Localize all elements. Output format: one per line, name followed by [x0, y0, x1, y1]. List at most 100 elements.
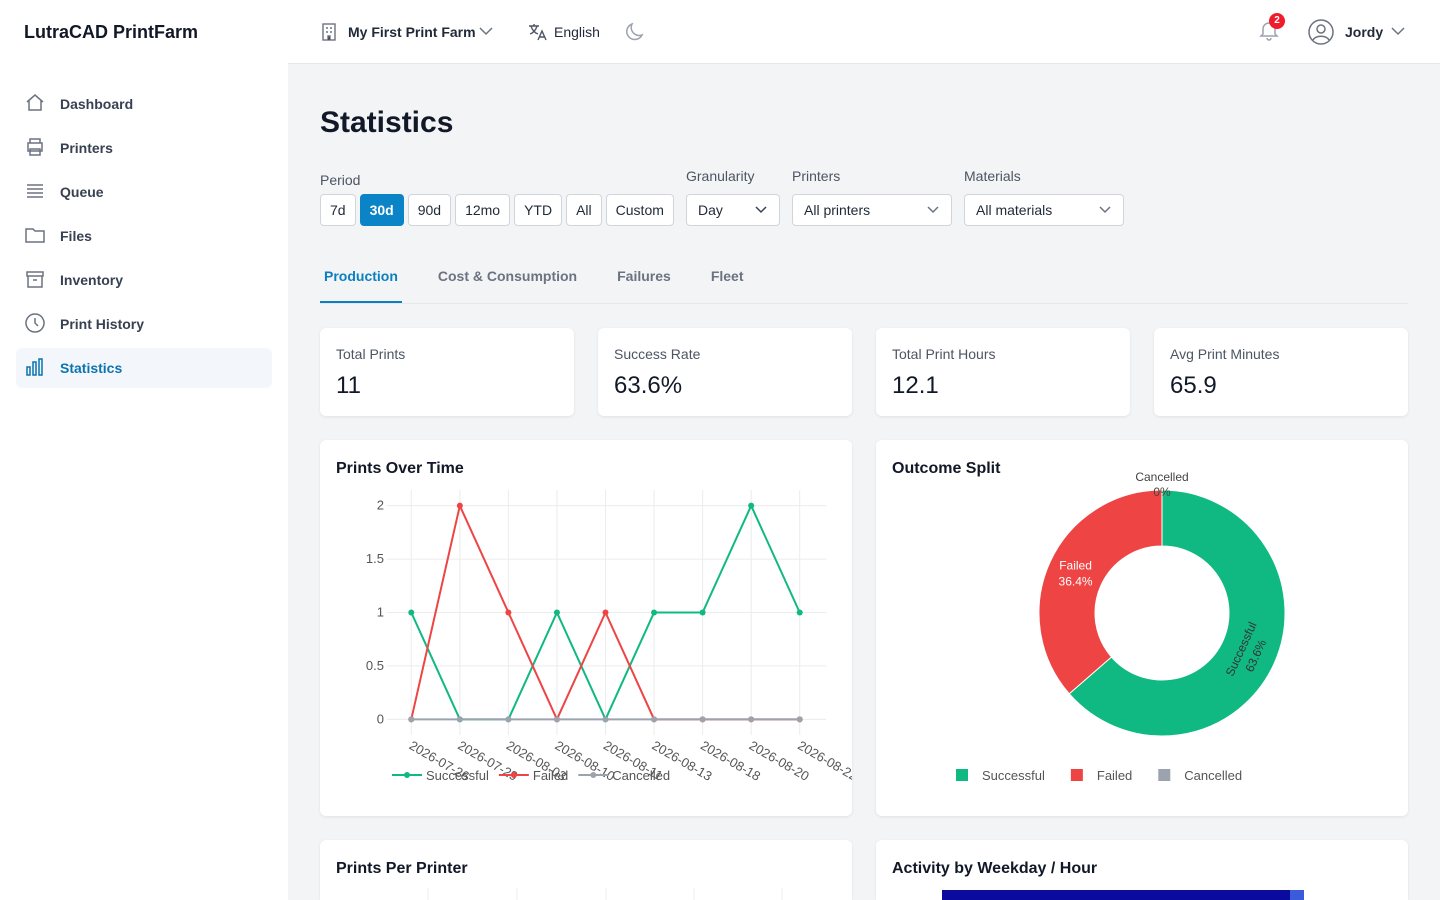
nav-item[interactable]: Statistics [16, 348, 272, 388]
legend-swatch [956, 769, 968, 781]
period-buttons: 7d 30d 90d 12mo YTD All Custom [320, 194, 674, 226]
kpi-label: Avg Print Minutes [1170, 346, 1280, 362]
filter-label: Materials [964, 168, 1021, 184]
legend-label: Cancelled [612, 768, 670, 783]
legend-swatch [510, 772, 517, 778]
icon-path [27, 138, 43, 156]
materials-select[interactable]: All materials [964, 194, 1124, 226]
nav-label: Print History [60, 316, 145, 332]
period-button[interactable]: 30d [359, 194, 404, 226]
icon-path [27, 184, 43, 198]
tab-underline [320, 301, 402, 303]
select-value: Day [698, 202, 723, 218]
legend-swatch [590, 772, 597, 778]
period-button[interactable]: 7d [320, 194, 356, 226]
point [456, 502, 463, 509]
tab[interactable]: Fleet [710, 268, 744, 284]
point [505, 609, 512, 616]
slice [1038, 489, 1163, 695]
point [408, 609, 415, 616]
chart: Successful63.6%Failed36.4%Cancelled0%Suc… [956, 470, 1286, 783]
nav-item[interactable]: Files [16, 216, 272, 256]
chart-title: Outcome Split [892, 460, 1001, 477]
period-button[interactable]: YTD [514, 194, 563, 226]
user-name[interactable]: Jordy [1345, 24, 1384, 40]
y-tick-label: 2 [377, 498, 384, 513]
period-button[interactable]: 12mo [455, 194, 511, 226]
filter-label: Printers [792, 168, 841, 184]
icon-path [26, 271, 44, 288]
nav-label: Files [60, 228, 92, 244]
chart-title: Activity by Weekday / Hour [892, 860, 1098, 877]
legend-label: Failed [1097, 768, 1132, 783]
chevron [479, 27, 493, 36]
period-button[interactable]: All [566, 194, 602, 226]
granularity-select[interactable]: Day [686, 194, 780, 226]
avatar-icon[interactable] [1307, 18, 1335, 46]
chevron [755, 206, 767, 214]
nav-icon [27, 184, 43, 198]
kpi-value: 65.9 [1170, 372, 1217, 399]
point [748, 502, 755, 509]
nav-item[interactable]: Print History [16, 304, 272, 344]
printers-select[interactable]: All printers [792, 194, 952, 226]
nav-item[interactable]: Printers [16, 128, 272, 168]
nav-item[interactable]: Dashboard [16, 84, 272, 124]
nav-label: Statistics [60, 360, 123, 376]
language-selector[interactable]: English [554, 24, 600, 40]
legend-label: Cancelled [1184, 768, 1242, 783]
tab[interactable]: Cost & Consumption [437, 268, 578, 284]
kpi-value: 12.1 [892, 372, 939, 399]
point [748, 716, 755, 723]
plot: 2026-07-262026-07-292026-08-032026-08-10… [366, 490, 852, 784]
tab[interactable]: Failures [617, 268, 671, 284]
y-tick-label: 1.5 [366, 551, 384, 566]
chart-card: Outcome Split Successful 63.6% Failed 36.4%… [876, 440, 1408, 816]
legend-swatch [1158, 769, 1171, 781]
chart-title: Prints Per Printer [336, 860, 468, 877]
point [505, 716, 512, 723]
point [796, 716, 803, 723]
nav-label: Printers [60, 140, 113, 156]
nav-item[interactable]: Queue [16, 172, 272, 212]
icon-path [25, 228, 45, 243]
slice-label: Failed [1059, 559, 1092, 573]
y-tick-label: 0 [377, 711, 384, 726]
chart: 2026-07-262026-07-292026-08-032026-08-10… [366, 490, 852, 784]
slice [1068, 489, 1286, 737]
nav-icon [25, 228, 45, 243]
point [651, 609, 658, 616]
building-icon [322, 23, 336, 41]
point [602, 609, 609, 616]
chart-card: Prints Over Time 2026-07-26 2026-07-29 202… [320, 440, 852, 816]
language-icon [529, 24, 547, 41]
nav-label: Inventory [60, 272, 124, 288]
nav-item[interactable]: Inventory [16, 260, 272, 300]
kpi-card: Success Rate 63.6% [598, 328, 852, 416]
point [553, 609, 560, 616]
nav-label: Dashboard [60, 96, 134, 112]
sidebar: LutraCAD PrintFarm Dashboard Printers Queu… [0, 0, 288, 900]
slice-value-label: 0% [1153, 485, 1171, 499]
period-button[interactable]: Custom [605, 194, 674, 226]
icon-path [26, 358, 43, 376]
slice-value-label: 36.4% [1059, 575, 1093, 589]
slice-label-group: Failed 36.4% [1059, 559, 1093, 589]
filter-label: Granularity [686, 168, 755, 184]
theme-toggle[interactable] [624, 21, 646, 43]
legend-label: Successful [982, 768, 1045, 783]
chevron [1391, 27, 1405, 36]
tab[interactable]: Production [324, 268, 398, 284]
brand[interactable]: LutraCAD PrintFarm [24, 22, 199, 42]
period-button[interactable]: 90d [407, 194, 452, 226]
kpi-label: Total Print Hours [892, 346, 996, 362]
kpi-card: Total Prints 11 [320, 328, 574, 416]
chevron [1099, 206, 1111, 214]
kpi-value: 11 [336, 372, 361, 399]
farm-selector[interactable]: My First Print Farm [348, 24, 476, 40]
point [602, 716, 609, 723]
kpi-label: Success Rate [614, 346, 701, 362]
legend-label: Successful [426, 768, 489, 783]
legend-label: Failed [533, 768, 568, 783]
